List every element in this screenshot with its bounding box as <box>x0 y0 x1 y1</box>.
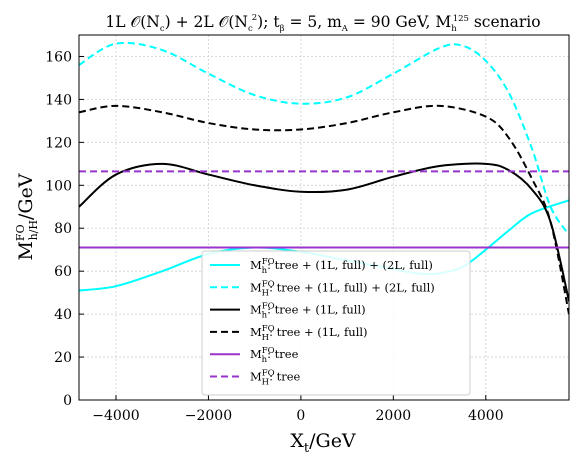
y-axis: 0 20 40 60 80 100 120 140 160 <box>45 49 84 409</box>
y-tick-label: 40 <box>54 307 72 323</box>
y-tick-label: 160 <box>45 49 72 65</box>
series-line-4 <box>79 104 569 315</box>
chart-title: 1L 𝒪(Nc) + 2L 𝒪(Nc2); tβ = 5, mA = 90 Ge… <box>105 13 540 34</box>
series-line-2 <box>79 41 569 236</box>
legend-label: MFO h: tree <box>250 346 299 365</box>
legend-label: MFO H: tree + (1L, full) + (2L, full) <box>250 279 435 298</box>
y-axis-label: MFOh/H/GeV <box>14 173 40 260</box>
x-tick-label: 0 <box>296 408 305 424</box>
y-tick-label: 0 <box>63 393 72 409</box>
x-tick-label: −2000 <box>185 408 232 424</box>
x-axis: −4000 −2000 0 2000 4000 <box>92 395 504 424</box>
legend: MFO h: tree + (1L, full) + (2L, full) MFO H… <box>201 250 471 396</box>
series-layer <box>79 41 569 315</box>
y-tick-label: 60 <box>54 264 72 280</box>
y-tick-label: 140 <box>45 92 72 108</box>
legend-box <box>201 250 471 396</box>
legend-label: MFO H: tree + (1L, full) <box>250 324 368 343</box>
y-tick-label: 20 <box>54 350 72 366</box>
x-tick-label: −4000 <box>92 408 139 424</box>
legend-label: MFO h: tree + (1L, full) <box>250 302 366 321</box>
legend-label: MFO H: tree <box>250 369 301 388</box>
x-axis-label: Xt/GeV <box>290 430 356 456</box>
x-tick-label: 4000 <box>468 408 504 424</box>
series-line-3 <box>79 162 569 302</box>
legend-label: MFO h: tree + (1L, full) + (2L, full) <box>250 257 433 276</box>
x-tick-label: 2000 <box>376 408 412 424</box>
y-tick-label: 80 <box>54 221 72 237</box>
y-tick-label: 100 <box>45 178 72 194</box>
plot-frame <box>78 34 570 401</box>
y-tick-label: 120 <box>45 135 72 151</box>
